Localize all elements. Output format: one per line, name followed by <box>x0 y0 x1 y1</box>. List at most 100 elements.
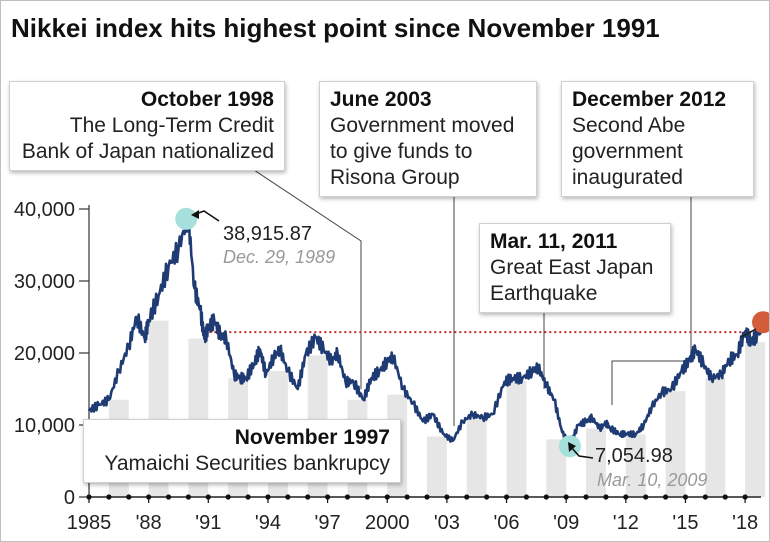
x-year-dot <box>603 494 609 500</box>
annotation-heading: December 2012 <box>572 88 727 111</box>
data-point <box>273 355 275 358</box>
year-band <box>427 436 447 497</box>
data-point <box>167 265 170 268</box>
data-point <box>370 377 373 380</box>
x-year-dot <box>126 494 132 500</box>
annotation-oct1998: October 1998 The Long-Term Credit Bank o… <box>9 81 285 171</box>
annotation-line: Earthquake <box>490 282 598 305</box>
x-year-dot <box>643 494 649 500</box>
data-point <box>314 336 317 338</box>
data-point <box>577 424 579 426</box>
data-point <box>143 337 146 340</box>
x-tick-label: '12 <box>613 512 639 534</box>
data-point <box>322 348 325 351</box>
y-tick-label: 40,000 <box>14 199 75 221</box>
data-point <box>720 373 723 376</box>
data-point <box>386 360 389 363</box>
x-year-dot <box>225 494 231 500</box>
data-point <box>609 427 611 429</box>
x-tick-label: '88 <box>136 512 162 534</box>
y-tick-label: 30,000 <box>14 271 75 293</box>
data-point <box>203 337 206 340</box>
data-point <box>591 417 593 419</box>
x-year-dot <box>165 494 172 500</box>
data-point <box>471 413 474 416</box>
annotation-heading: October 1998 <box>140 88 274 111</box>
x-year-dot <box>484 494 490 500</box>
data-point <box>177 247 180 250</box>
x-tick-label: '15 <box>672 512 698 534</box>
data-point <box>422 420 424 423</box>
x-year-dot <box>523 494 530 500</box>
data-point <box>147 319 150 322</box>
marker-group <box>175 207 769 459</box>
current-pointer <box>740 328 757 338</box>
data-point <box>88 409 90 412</box>
data-point <box>352 381 355 383</box>
chart-title: Nikkei index hits highest point since No… <box>11 13 660 43</box>
data-point <box>650 406 653 408</box>
annotation-heading: November 1997 <box>234 426 390 449</box>
annotation-line: Yamaichi Securities bankrupcy <box>104 452 390 475</box>
data-point <box>392 355 395 358</box>
data-point <box>344 381 347 383</box>
data-point <box>127 345 130 347</box>
data-point <box>135 316 138 318</box>
data-point <box>537 366 540 369</box>
data-point <box>642 424 645 426</box>
x-axis: 1985 '88 '91 '94 '97 2000 '03 '06 '09 '12 '15 '18 <box>67 494 761 534</box>
x-year-dot <box>305 494 311 500</box>
data-point <box>219 334 222 336</box>
trough-arrowhead <box>568 442 576 452</box>
x-year-dot <box>583 494 589 500</box>
data-point <box>213 319 216 322</box>
x-tick-label: '03 <box>434 512 460 534</box>
peak-marker <box>175 207 198 230</box>
data-point <box>756 334 758 336</box>
x-year-dot <box>245 494 251 500</box>
data-point <box>193 287 196 290</box>
peak-value-label: 38,915.87 <box>223 223 312 245</box>
data-point <box>521 377 524 380</box>
x-year-dot <box>464 494 470 500</box>
annotation-line: inaugurated <box>572 166 683 189</box>
data-point <box>511 377 514 380</box>
data-point <box>625 432 627 435</box>
data-point <box>660 391 663 394</box>
trough-date-label: Mar. 10, 2009 <box>597 470 708 490</box>
x-tick-label: 1985 <box>67 512 112 534</box>
x-tick-label: '09 <box>553 512 579 534</box>
data-point <box>330 360 333 363</box>
data-point <box>199 309 202 311</box>
year-band <box>665 391 686 497</box>
x-tick-label: '91 <box>195 512 221 534</box>
data-point <box>545 384 548 387</box>
current-marker <box>752 311 769 334</box>
leader-line <box>437 194 455 426</box>
y-tick-label: 20,000 <box>14 343 75 365</box>
x-year-dot <box>106 494 112 500</box>
leader-line <box>250 167 362 389</box>
annotation-heading: June 2003 <box>330 88 432 111</box>
data-point <box>561 431 563 434</box>
annotation-line: Great East Japan <box>490 256 654 279</box>
data-point <box>239 377 241 380</box>
x-year-dot <box>702 494 708 500</box>
annotation-heading: Mar. 11, 2011 <box>490 230 618 253</box>
data-point <box>694 348 697 351</box>
data-point <box>702 363 705 365</box>
year-band <box>586 428 606 497</box>
x-year-dot <box>424 494 430 500</box>
data-point <box>233 373 235 376</box>
data-point <box>287 370 289 372</box>
data-point <box>304 353 307 356</box>
annotation-nov1997: November 1997 Yamaichi Securities bankru… <box>83 419 401 483</box>
data-point <box>736 353 738 356</box>
annotation-line: Risona Group <box>330 166 460 189</box>
x-year-dot <box>185 494 192 500</box>
y-axis: 0 10,000 20,000 30,000 40,000 <box>14 199 90 509</box>
data-point <box>378 370 381 372</box>
x-tick-label: '97 <box>315 512 341 534</box>
year-band <box>466 418 487 497</box>
year-band <box>506 380 527 497</box>
